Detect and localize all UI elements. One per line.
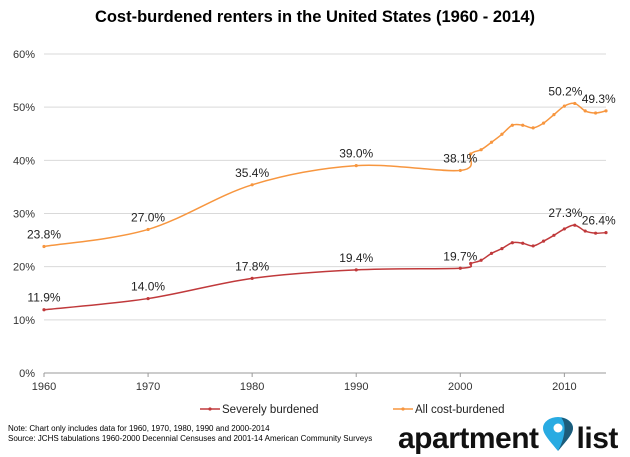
data-label: 17.8% — [235, 259, 269, 273]
data-label: 23.8% — [27, 227, 61, 241]
data-point — [42, 308, 46, 312]
data-point — [552, 113, 556, 117]
data-point — [354, 268, 358, 272]
data-point — [146, 296, 150, 301]
data-point — [250, 183, 254, 187]
data-label: 39.0% — [339, 147, 373, 161]
y-tick-label: 30% — [13, 209, 35, 221]
data-point — [510, 241, 514, 245]
data-label: 19.7% — [443, 249, 477, 263]
x-tick-label: 1970 — [136, 381, 160, 393]
data-point — [489, 140, 494, 144]
data-point — [458, 168, 462, 173]
data-label: 27.3% — [548, 206, 582, 220]
y-tick-label: 60% — [13, 49, 35, 61]
data-point — [510, 123, 514, 127]
chart-title: Cost-burdened renters in the United Stat… — [94, 8, 536, 26]
data-point — [500, 132, 504, 136]
y-tick-label: 40% — [13, 155, 35, 167]
data-point — [479, 258, 483, 262]
data-point — [541, 121, 546, 125]
data-point — [604, 231, 608, 235]
data-point — [469, 152, 473, 156]
series-line-0 — [43, 224, 607, 311]
x-tick-label: 1990 — [344, 381, 368, 393]
data-point — [479, 148, 483, 152]
data-label: 19.4% — [339, 251, 373, 265]
legend-marker — [208, 407, 212, 411]
apartment-list-logo: apartment list — [398, 412, 618, 456]
x-tick-label: 2000 — [448, 381, 472, 393]
data-label: 11.9% — [27, 291, 60, 305]
data-point — [521, 241, 525, 245]
data-point — [583, 109, 587, 113]
data-point — [583, 229, 587, 233]
y-tick-label: 10% — [13, 315, 35, 327]
data-point — [562, 227, 566, 231]
data-label: 35.4% — [235, 166, 269, 180]
data-point — [354, 164, 358, 168]
data-point — [531, 126, 535, 130]
y-tick-label: 0% — [19, 368, 35, 380]
map-pin-icon — [542, 417, 573, 451]
data-point — [593, 111, 598, 115]
data-point — [573, 101, 577, 106]
x-tick-label: 1960 — [32, 381, 56, 393]
data-point — [458, 266, 462, 270]
data-point — [500, 246, 504, 251]
data-point — [604, 109, 608, 113]
chart-source: Source: JCHS tabulations 1960-2000 Decen… — [8, 434, 373, 443]
data-label: 26.4% — [582, 214, 616, 228]
data-point — [42, 244, 46, 249]
legend-marker — [401, 407, 405, 411]
data-point — [146, 227, 150, 232]
data-point — [541, 239, 546, 243]
x-tick-label: 2010 — [552, 381, 576, 393]
data-point — [489, 251, 494, 255]
data-point — [573, 223, 577, 227]
data-label: 49.3% — [582, 92, 616, 106]
data-point — [531, 244, 535, 248]
y-tick-label: 20% — [13, 262, 35, 274]
y-tick-label: 50% — [13, 102, 35, 114]
data-label: 14.0% — [131, 280, 165, 294]
data-label: 50.2% — [548, 84, 582, 98]
data-point — [562, 104, 566, 108]
data-point — [521, 123, 525, 127]
legend-label: All cost-burdened — [415, 404, 505, 416]
legend-label: Severely burdened — [222, 404, 319, 416]
data-point — [250, 276, 254, 280]
data-label: 38.1% — [443, 151, 477, 165]
chart-note: Note: Chart only includes data for 1960,… — [8, 424, 270, 433]
data-point — [469, 261, 473, 266]
data-point — [552, 233, 556, 237]
x-tick-label: 1980 — [240, 381, 264, 393]
data-label: 27.0% — [131, 210, 165, 224]
data-point — [593, 231, 598, 235]
